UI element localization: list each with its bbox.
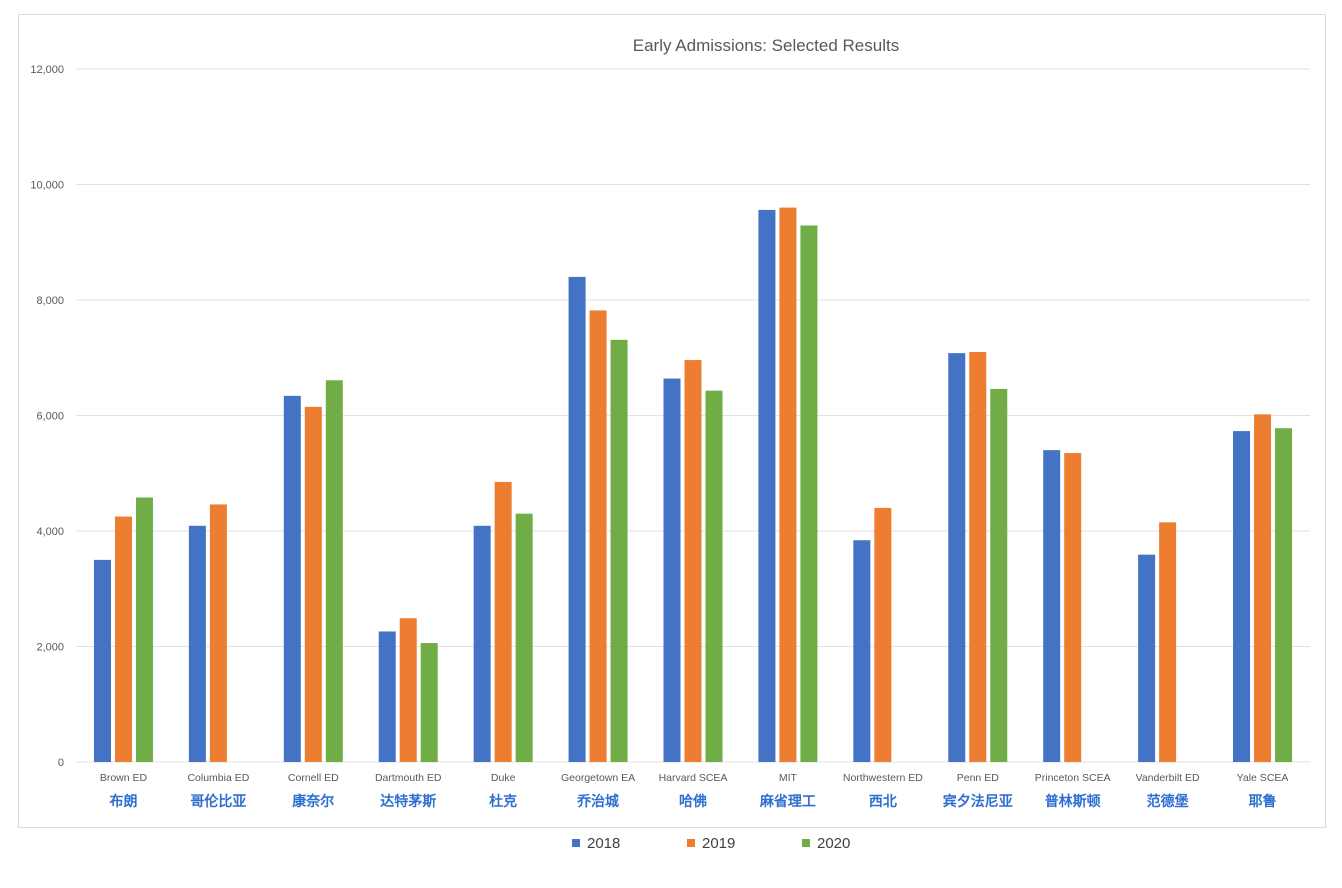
bar-2020 [610, 339, 628, 762]
bar-2018 [853, 540, 871, 762]
x-tick-label-cn: 宾夕法尼亚 [943, 793, 1013, 810]
bar-2020 [420, 643, 438, 762]
legend-label-2019: 2019 [702, 835, 735, 852]
bar-2019 [1064, 453, 1082, 762]
x-tick-label-cn: 西北 [869, 794, 897, 810]
bar-2018 [568, 276, 586, 762]
x-tick-label: Northwestern ED [843, 772, 923, 784]
bar-2018 [188, 525, 206, 762]
bar-2018 [283, 395, 301, 762]
legend-swatch-2018 [572, 839, 580, 847]
x-tick-label-cn: 达特茅斯 [380, 793, 436, 810]
x-tick-label-cn: 布朗 [109, 793, 137, 810]
x-tick-label-cn: 康奈尔 [292, 793, 334, 810]
bar-2018 [1138, 554, 1156, 762]
x-tick-label: Penn ED [957, 772, 999, 784]
bar-2020 [325, 380, 343, 762]
x-tick-label: Dartmouth ED [375, 772, 442, 784]
x-tick-label: Cornell ED [288, 772, 339, 784]
bar-2018 [758, 209, 776, 762]
x-tick-label-cn: 杜克 [489, 793, 517, 810]
bar-2018 [378, 631, 396, 762]
bar-2018 [473, 525, 491, 762]
y-tick-label: 6,000 [36, 411, 64, 423]
y-tick-label: 0 [58, 757, 64, 769]
bar-2018 [663, 378, 681, 762]
bar-2019 [1254, 414, 1272, 762]
y-tick-label: 12,000 [30, 64, 64, 76]
x-tick-label-cn: 范德堡 [1147, 793, 1189, 810]
y-tick-label: 4,000 [36, 526, 64, 538]
bar-2020 [515, 513, 533, 762]
bar-2020 [990, 388, 1008, 762]
bar-2019 [1159, 522, 1177, 762]
x-tick-label: Vanderbilt ED [1136, 772, 1200, 784]
bar-2018 [948, 353, 966, 762]
bar-2019 [399, 618, 417, 762]
legend-swatch-2020 [802, 839, 810, 847]
bar-2020 [1275, 428, 1293, 762]
bar-2018 [93, 559, 111, 762]
x-tick-label: Georgetown EA [561, 772, 635, 784]
y-tick-label: 2,000 [36, 642, 64, 654]
legend-label-2020: 2020 [817, 835, 850, 852]
x-tick-label: Yale SCEA [1237, 772, 1289, 784]
x-tick-label-cn: 普林斯顿 [1045, 793, 1101, 810]
bar-2019 [304, 406, 322, 762]
x-tick-label-cn: 哈佛 [679, 793, 707, 810]
x-tick-label-cn: 麻省理工 [759, 793, 816, 810]
x-tick-label: Columbia ED [187, 772, 249, 784]
bar-2019 [589, 310, 607, 762]
bar-2019 [779, 207, 797, 763]
x-tick-label-cn: 乔治城 [576, 793, 619, 810]
y-tick-label: 8,000 [36, 295, 64, 307]
legend-label-2018: 2018 [587, 835, 620, 852]
bar-2020 [135, 497, 153, 762]
bar-2019 [684, 360, 702, 762]
y-tick-label: 10,000 [30, 180, 64, 192]
bar-2019 [114, 516, 132, 762]
bar-2019 [494, 481, 512, 762]
legend-swatch-2019 [687, 839, 695, 847]
bar-2020 [705, 390, 723, 762]
bar-2019 [969, 351, 987, 762]
bar-2020 [800, 225, 818, 762]
x-tick-label: MIT [779, 772, 798, 784]
bar-2018 [1043, 450, 1061, 762]
bar-2019 [874, 507, 892, 762]
chart-title: Early Admissions: Selected Results [633, 36, 899, 55]
bar-2018 [1233, 431, 1251, 762]
x-tick-label-cn: 哥伦比亚 [190, 793, 246, 810]
x-tick-label: Princeton SCEA [1035, 772, 1111, 784]
x-tick-label: Duke [491, 772, 516, 784]
x-tick-label-cn: 耶鲁 [1249, 793, 1277, 810]
x-tick-label: Harvard SCEA [659, 772, 728, 784]
bar-2019 [209, 504, 227, 762]
x-tick-label: Brown ED [100, 772, 148, 784]
